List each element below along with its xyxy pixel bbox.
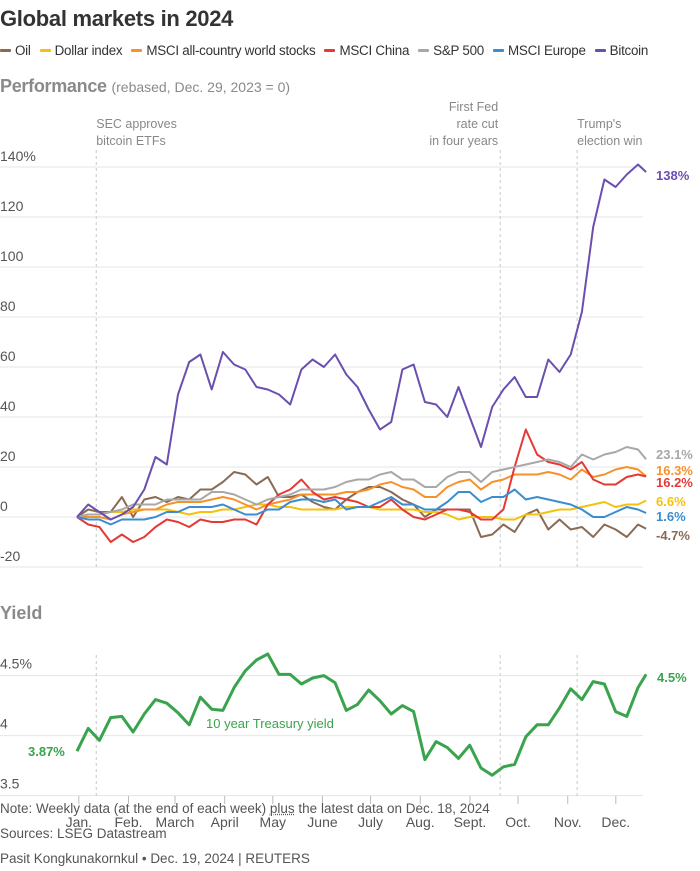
legend-item: S&P 500 xyxy=(418,43,484,58)
y-tick-label: 60 xyxy=(0,348,16,364)
x-tick-label: Feb. xyxy=(114,814,142,830)
annotation-text: in four years xyxy=(429,134,498,148)
legend-swatch xyxy=(324,49,336,52)
legend-swatch xyxy=(418,49,430,52)
legend-item: MSCI all-country world stocks xyxy=(131,43,316,58)
end-value-label: 4.5% xyxy=(657,670,687,685)
legend-item: MSCI China xyxy=(324,43,409,58)
series-line-msci-china xyxy=(76,428,647,543)
x-tick-label: April xyxy=(211,814,239,830)
end-value-label: 1.6% xyxy=(656,509,686,524)
legend: Oil Dollar index MSCI all-country world st… xyxy=(0,43,648,58)
x-tick-label: Nov. xyxy=(554,814,582,830)
annotation-text: election win xyxy=(577,134,642,148)
end-value-label: 16.2% xyxy=(656,475,693,490)
y-tick-label: 100 xyxy=(0,248,24,264)
legend-label: MSCI Europe xyxy=(508,43,586,58)
performance-title: Performance xyxy=(0,76,107,96)
annotation-text: Trump's xyxy=(577,117,621,131)
annotation-text: bitcoin ETFs xyxy=(96,134,165,148)
annotation-text: rate cut xyxy=(457,117,499,131)
y-tick-label: 4.5% xyxy=(0,656,32,672)
note-text: Note: Weekly data (at the end of each we… xyxy=(0,801,270,816)
x-tick-label: March xyxy=(156,814,195,830)
footer-sources: Sources: LSEG Datastream xyxy=(0,826,167,841)
x-tick-label: June xyxy=(307,814,338,830)
end-value-label: 6.6% xyxy=(656,494,686,509)
footer: Note: Weekly data (at the end of each we… xyxy=(0,796,490,871)
y-tick-label: 140% xyxy=(0,148,36,164)
legend-label: Bitcoin xyxy=(609,43,649,58)
series-line-bitcoin xyxy=(76,163,647,521)
legend-label: MSCI China xyxy=(339,43,410,58)
y-tick-label: -20 xyxy=(0,548,20,564)
legend-label: Oil xyxy=(15,43,31,58)
y-tick-label: 120 xyxy=(0,198,24,214)
y-tick-label: 40 xyxy=(0,398,16,414)
note-plus-link[interactable]: plus xyxy=(269,801,295,816)
performance-heading: Performance (rebased, Dec. 29, 2023 = 0) xyxy=(0,76,290,97)
series-line-10-year-treasury-yield xyxy=(75,652,648,777)
y-tick-label: 20 xyxy=(0,448,16,464)
x-tick-label: Oct. xyxy=(505,814,531,830)
x-tick-label: Sept. xyxy=(454,814,487,830)
performance-subtitle: (rebased, Dec. 29, 2023 = 0) xyxy=(111,79,291,95)
y-tick-label: 4 xyxy=(0,716,8,732)
x-tick-label: May xyxy=(260,814,286,830)
chart-title: Global markets in 2024 xyxy=(0,6,234,31)
x-tick-label: Dec. xyxy=(601,814,630,830)
legend-swatch xyxy=(594,49,606,52)
legend-label: Dollar index xyxy=(54,43,123,58)
y-tick-label: 3.5 xyxy=(0,776,20,792)
annotation-text: First Fed xyxy=(449,100,498,114)
legend-item: Oil xyxy=(0,43,31,58)
y-tick-label: 0 xyxy=(0,498,8,514)
end-value-label: 16.3% xyxy=(656,463,693,478)
x-tick-label: Aug. xyxy=(406,814,435,830)
legend-label: MSCI all-country world stocks xyxy=(146,43,316,58)
start-value-label: 3.87% xyxy=(28,744,65,759)
legend-item: Dollar index xyxy=(39,43,123,58)
annotation-text: SEC approves xyxy=(96,117,177,131)
legend-item: Bitcoin xyxy=(594,43,649,58)
series-label: 10 year Treasury yield xyxy=(206,716,334,731)
footer-note: Note: Weekly data (at the end of each we… xyxy=(0,796,490,821)
legend-label: S&P 500 xyxy=(433,43,485,58)
y-tick-label: 80 xyxy=(0,298,16,314)
series-line-s-p-500 xyxy=(76,446,647,518)
note-text-end: the latest data on Dec. 18, 2024 xyxy=(294,801,490,816)
x-tick-label: July xyxy=(358,814,383,830)
legend-swatch xyxy=(39,49,51,52)
end-value-label: 138% xyxy=(656,168,690,183)
series-line-msci-all-country-world-stocks xyxy=(77,466,647,521)
legend-swatch xyxy=(131,49,143,52)
series-line-msci-europe xyxy=(76,488,647,526)
footer-credit: Pasit Kongkunakornkul • Dec. 19, 2024 | … xyxy=(0,851,310,866)
end-value-label: -4.7% xyxy=(656,528,690,543)
legend-swatch xyxy=(493,49,505,52)
yield-title: Yield xyxy=(0,603,43,623)
end-value-label: 23.1% xyxy=(656,447,693,462)
x-tick-label: Jan. xyxy=(66,814,92,830)
legend-item: MSCI Europe xyxy=(493,43,586,58)
legend-swatch xyxy=(0,49,11,52)
